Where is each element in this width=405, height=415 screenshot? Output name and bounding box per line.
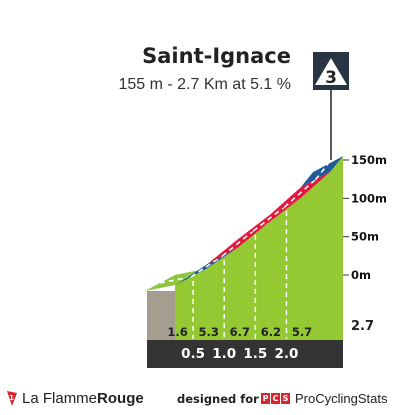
y-tick-label-0: 0m xyxy=(351,268,371,282)
category-badge: 3 xyxy=(313,52,349,160)
brand-bold: Rouge xyxy=(97,390,144,407)
gradient-segment-0 xyxy=(145,268,207,291)
designed-for-text: designed for xyxy=(177,392,259,406)
profile-base xyxy=(147,340,343,368)
gradient-label-2: 6.7 xyxy=(230,325,250,339)
svg-text:1: 1 xyxy=(9,394,14,402)
segment-centerline-4 xyxy=(283,178,317,208)
pcs-letter-p: P xyxy=(261,393,270,404)
badge-triangle xyxy=(315,58,347,85)
gradient-label-1: 5.3 xyxy=(198,325,218,339)
distance-label-0: 0.5 xyxy=(181,346,205,362)
y-tick-label-1: 50m xyxy=(351,230,379,244)
segment-centerline-3 xyxy=(252,206,285,232)
brand-main: La Flamme xyxy=(22,390,98,407)
segment-centerline-5 xyxy=(314,163,329,181)
distance-label-2: 1.5 xyxy=(243,346,267,362)
category-number: 3 xyxy=(325,68,337,88)
km-guide-lines xyxy=(192,211,288,339)
segment-centerline-1 xyxy=(190,255,223,278)
y-tick-label-2: 100m xyxy=(351,191,387,205)
distance-labels: 0.5 1.0 1.5 2.0 xyxy=(181,346,298,362)
gradient-label-0: 1.6 xyxy=(167,325,187,339)
y-axis-labels: 0m 50m 100m 150m xyxy=(343,153,387,282)
pcs-logo-icon: P C S xyxy=(261,393,291,404)
footer: 1 La FlammeRouge designed for P C S ProC… xyxy=(0,384,405,415)
brand-name: La FlammeRouge xyxy=(22,390,144,407)
pcs-site-name: ProCyclingStats xyxy=(295,391,388,406)
climb-profile-chart: Saint-Ignace 155 m - 2.7 Km at 5.1 % 3 1… xyxy=(118,44,387,368)
pcs-letter-s: S xyxy=(281,393,290,404)
pcs-letter-c: C xyxy=(271,393,280,404)
chart-title: Saint-Ignace xyxy=(142,44,291,68)
end-distance-label: 2.7 xyxy=(351,319,374,334)
gradient-label-4: 5.7 xyxy=(292,325,312,339)
profile-body xyxy=(147,156,343,368)
gradient-segments xyxy=(145,156,343,291)
profile-fill xyxy=(175,156,343,340)
flame-rouge-flag-icon: 1 xyxy=(7,391,17,406)
distance-label-1: 1.0 xyxy=(212,346,236,362)
segment-centerline-2 xyxy=(221,230,254,257)
gradient-label-3: 6.2 xyxy=(261,325,281,339)
chart-subtitle: 155 m - 2.7 Km at 5.1 % xyxy=(118,76,291,93)
distance-label-3: 2.0 xyxy=(274,346,298,362)
y-tick-label-3: 150m xyxy=(351,153,387,167)
profile-side xyxy=(147,291,175,340)
gradient-labels: 1.6 5.3 6.7 6.2 5.7 xyxy=(167,325,312,339)
